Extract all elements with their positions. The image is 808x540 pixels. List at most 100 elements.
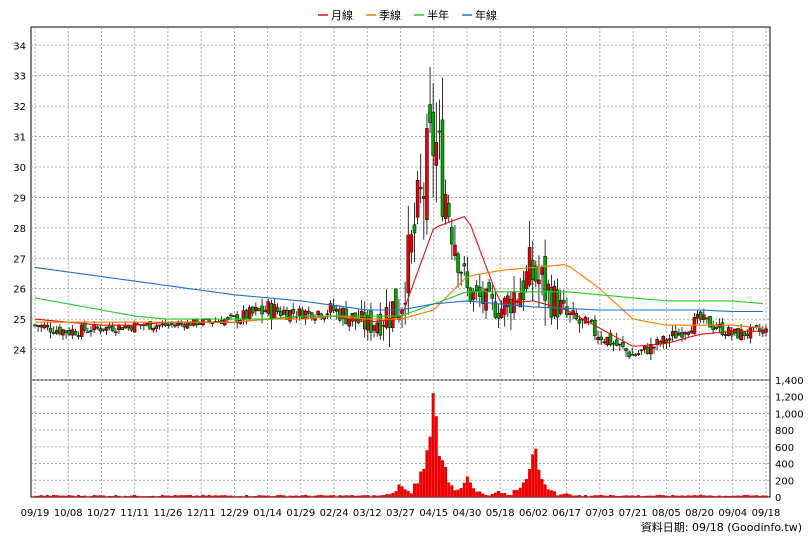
volume-bar: [170, 496, 174, 497]
volume-bar: [475, 491, 479, 497]
candle-body: [552, 286, 557, 317]
volume-bar: [360, 495, 364, 497]
candle-body: [670, 331, 675, 337]
candle-body: [42, 324, 47, 329]
candle-body: [58, 326, 62, 335]
volume-bar: [123, 495, 127, 497]
candle-body: [646, 347, 650, 355]
volume-bar: [394, 491, 398, 497]
candle-body: [278, 311, 283, 316]
volume-bar: [58, 495, 62, 497]
volume-bar: [739, 495, 743, 497]
candle-body: [86, 331, 90, 334]
x-tick-label: 08/05: [652, 508, 681, 519]
volume-bar: [45, 494, 49, 497]
volume-bar: [720, 496, 724, 497]
candle-body: [639, 349, 644, 352]
volume-bar: [129, 495, 133, 497]
volume-bar: [329, 495, 333, 497]
volume-bar: [503, 492, 507, 497]
candle-body: [499, 308, 504, 319]
volume-bar: [702, 495, 706, 497]
volume-bar: [465, 476, 469, 497]
candle-body: [596, 337, 600, 341]
volume-bar: [733, 495, 737, 497]
candle-body: [530, 260, 535, 281]
price-tick-label: 32: [13, 102, 26, 113]
candle-body: [98, 328, 103, 332]
volume-bar: [372, 495, 376, 497]
candle-body: [521, 280, 526, 300]
volume-bar: [727, 495, 731, 497]
candle-body: [415, 179, 420, 218]
volume-bar: [167, 495, 171, 497]
volume-bar: [114, 495, 118, 497]
candle-body: [167, 324, 171, 327]
volume-bar: [95, 495, 99, 497]
volume-bar: [378, 495, 382, 497]
volume-bar: [546, 489, 550, 497]
volume-bar: [456, 489, 460, 497]
volume-bar: [266, 495, 270, 497]
volume-bar: [98, 495, 102, 497]
volume-bar: [49, 496, 53, 497]
volume-bar: [574, 495, 578, 497]
volume-bar: [157, 496, 161, 497]
volume-bar: [409, 493, 413, 497]
candle-body: [695, 313, 700, 319]
x-tick-label: 11/11: [120, 508, 149, 519]
candle-body: [157, 324, 162, 327]
volume-tick-label: 200: [775, 476, 794, 487]
candle-body: [518, 292, 523, 308]
volume-bar: [593, 495, 597, 497]
x-tick-label: 01/29: [286, 508, 315, 519]
candle-body: [185, 322, 190, 329]
volume-bar: [273, 496, 277, 497]
volume-bar: [758, 495, 762, 497]
candle-body: [384, 306, 389, 328]
volume-bar: [201, 494, 205, 497]
volume-bar: [549, 490, 553, 497]
volume-bar: [506, 494, 510, 497]
candle-body: [129, 326, 134, 331]
candle-body: [207, 319, 211, 322]
candle-body: [288, 310, 292, 322]
volume-bar: [335, 496, 339, 497]
volume-bar: [711, 495, 715, 497]
candle-body: [266, 301, 271, 314]
volume-bar: [680, 495, 684, 497]
volume-bar: [431, 393, 435, 497]
volume-bar: [724, 495, 728, 497]
volume-bar: [313, 495, 317, 497]
volume-bar: [80, 495, 84, 497]
volume-bar: [655, 495, 659, 497]
candle-body: [412, 224, 417, 234]
candle-body: [390, 301, 395, 328]
volume-bar: [344, 495, 348, 497]
candle-body: [627, 351, 631, 358]
ma-line-季線: [35, 264, 763, 329]
volume-bar: [419, 471, 423, 497]
candle-body: [745, 333, 750, 336]
candle-body: [608, 333, 613, 346]
x-tick-label: 12/29: [220, 508, 249, 519]
volume-bar: [422, 468, 426, 497]
volume-bar: [406, 490, 410, 497]
candle-body: [705, 317, 709, 320]
volume-bar: [453, 490, 457, 497]
candle-body: [636, 353, 641, 355]
volume-bar: [353, 495, 357, 497]
candle-body: [406, 234, 411, 294]
candle-body: [708, 316, 712, 328]
candle-body: [602, 341, 606, 344]
volume-bar: [755, 495, 759, 497]
volume-tick-label: 600: [775, 443, 794, 454]
price-tick-label: 24: [13, 346, 26, 357]
volume-bar: [428, 436, 432, 497]
legend-label: 季線: [379, 8, 401, 22]
volume-bar: [587, 496, 591, 497]
ma-line-年線: [34, 266, 763, 313]
candle-body: [614, 339, 619, 346]
candle-body: [61, 329, 65, 336]
volume-bar: [649, 495, 653, 497]
